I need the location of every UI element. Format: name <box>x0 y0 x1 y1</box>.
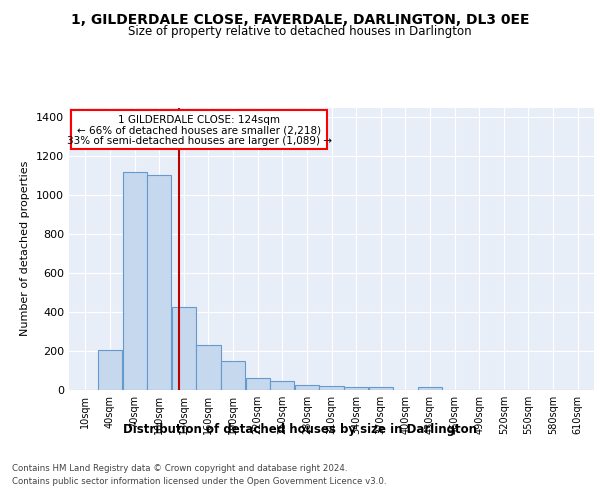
Text: 1 GILDERDALE CLOSE: 124sqm: 1 GILDERDALE CLOSE: 124sqm <box>118 114 280 124</box>
Text: ← 66% of detached houses are smaller (2,218): ← 66% of detached houses are smaller (2,… <box>77 125 321 135</box>
Bar <box>98 350 122 390</box>
Y-axis label: Number of detached properties: Number of detached properties <box>20 161 31 336</box>
Bar <box>319 386 344 390</box>
Text: 33% of semi-detached houses are larger (1,089) →: 33% of semi-detached houses are larger (… <box>67 136 332 146</box>
Bar <box>196 345 221 390</box>
Bar <box>368 388 393 390</box>
Text: Size of property relative to detached houses in Darlington: Size of property relative to detached ho… <box>128 25 472 38</box>
Bar <box>71 110 328 149</box>
Bar <box>344 388 368 390</box>
Bar <box>270 381 295 390</box>
Bar <box>245 378 270 390</box>
Text: Contains public sector information licensed under the Open Government Licence v3: Contains public sector information licen… <box>12 478 386 486</box>
Text: Distribution of detached houses by size in Darlington: Distribution of detached houses by size … <box>123 422 477 436</box>
Bar <box>295 385 319 390</box>
Bar <box>418 388 442 390</box>
Bar <box>147 174 172 390</box>
Text: 1, GILDERDALE CLOSE, FAVERDALE, DARLINGTON, DL3 0EE: 1, GILDERDALE CLOSE, FAVERDALE, DARLINGT… <box>71 12 529 26</box>
Bar <box>221 361 245 390</box>
Bar <box>172 307 196 390</box>
Text: Contains HM Land Registry data © Crown copyright and database right 2024.: Contains HM Land Registry data © Crown c… <box>12 464 347 473</box>
Bar <box>122 172 147 390</box>
